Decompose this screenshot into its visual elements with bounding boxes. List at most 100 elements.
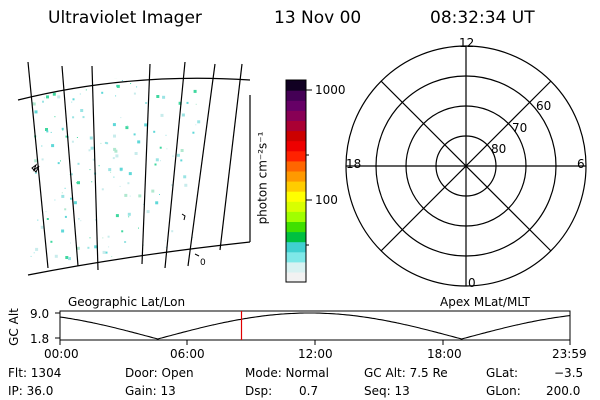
image-pixel [61, 194, 65, 198]
image-pixel [34, 110, 38, 114]
image-pixel [32, 102, 36, 106]
image-pixel [195, 124, 197, 126]
color-bar-segment [286, 241, 306, 253]
image-pixel [45, 79, 49, 83]
image-pixel [155, 201, 159, 205]
color-bar [285, 79, 312, 283]
image-pixel [31, 102, 34, 105]
polar-lat-70: 70 [512, 121, 528, 135]
polar-mlt-12: 12 [459, 36, 475, 50]
image-pixel [192, 131, 195, 134]
color-bar-segment [286, 90, 306, 101]
image-pixel [35, 247, 39, 251]
image-pixel [57, 162, 60, 165]
image-pixel [41, 158, 44, 161]
image-pixel [67, 136, 69, 138]
image-pixel [165, 134, 167, 136]
image-pixel [80, 109, 84, 112]
altitude-y-bottom: 1.8 [30, 332, 50, 346]
image-pixel [113, 147, 117, 151]
image-pixel [160, 113, 164, 117]
door-status: Door: Open [125, 366, 194, 380]
altitude-plot-frame [59, 310, 571, 341]
time-tick-1200: 12:00 [298, 347, 333, 361]
image-pixel [133, 133, 136, 136]
image-pixel [73, 201, 77, 205]
image-pixel [112, 123, 116, 127]
color-bar-segment [286, 80, 306, 91]
image-pixel [62, 129, 64, 131]
image-pixel [40, 225, 44, 229]
image-pixel [95, 219, 96, 221]
image-pixel [196, 71, 198, 73]
color-bar-segment [286, 251, 306, 263]
color-bar-segment [286, 201, 306, 212]
image-pixel [45, 128, 48, 131]
image-pixel [120, 170, 122, 172]
image-pixel [77, 181, 80, 185]
colorbar-tick-1000: 1000 [315, 83, 346, 97]
color-bar-segment [286, 261, 306, 273]
image-pixel [183, 175, 187, 179]
image-pixel [52, 92, 56, 96]
time-tick-0000: 00:00 [44, 347, 79, 361]
image-pixel [127, 182, 130, 185]
image-pixel [79, 93, 81, 95]
image-pixel [64, 215, 67, 218]
image-pixel [80, 220, 82, 222]
image-pixel [142, 244, 144, 246]
image-pixel [77, 162, 80, 165]
color-bar-segment [286, 231, 306, 243]
color-bar-segment [286, 150, 306, 162]
image-pixel [114, 77, 118, 79]
image-pixel [88, 149, 91, 152]
image-pixel [121, 230, 124, 233]
image-pixel [37, 219, 39, 221]
polar-mlt-18: 18 [346, 157, 362, 171]
glat-label: GLat: [486, 366, 519, 380]
altitude-y-top: 9.0 [30, 307, 50, 321]
image-pixel [111, 256, 113, 258]
image-pixel [46, 95, 49, 99]
image-pixel [137, 140, 141, 144]
image-pixel [110, 171, 112, 173]
image-pixel [166, 148, 168, 150]
polar-mlt-0: 0 [468, 276, 476, 290]
image-pixel [184, 183, 188, 187]
image-pixel [154, 163, 157, 166]
image-pixel [54, 199, 56, 201]
ip-value: IP: 36.0 [8, 384, 54, 398]
polar-lat-80: 80 [491, 142, 507, 156]
image-pixel [69, 173, 71, 175]
geographic-label: Geographic Lat/Lon [68, 295, 186, 309]
image-pixel [61, 229, 65, 233]
image-pixel [171, 184, 174, 187]
image-pixel [72, 98, 75, 101]
image-pixel [101, 91, 104, 94]
altitude-plot [55, 310, 571, 345]
mode-value: Mode: Normal [245, 366, 329, 380]
image-pixel [41, 145, 43, 147]
image-pixel [159, 146, 162, 149]
image-pixel [104, 141, 107, 144]
image-pixel [123, 73, 125, 75]
image-pixel [164, 240, 166, 242]
image-pixel [76, 246, 80, 250]
image-pixel [153, 130, 156, 133]
image-pixel [60, 160, 61, 162]
image-pixel [89, 237, 91, 239]
image-pixel [96, 77, 100, 80]
image-pixel [68, 257, 71, 261]
image-pixel [78, 218, 80, 220]
image-pixel [34, 172, 37, 174]
image-pixel [156, 95, 160, 98]
image-pixel [91, 181, 93, 183]
image-pixel [112, 157, 115, 160]
image-pixel [33, 252, 35, 254]
polar-plot [345, 45, 587, 287]
image-pixel [78, 74, 79, 75]
image-pixel [71, 101, 73, 103]
image-pixel [107, 235, 110, 238]
image-pixel [90, 146, 94, 150]
